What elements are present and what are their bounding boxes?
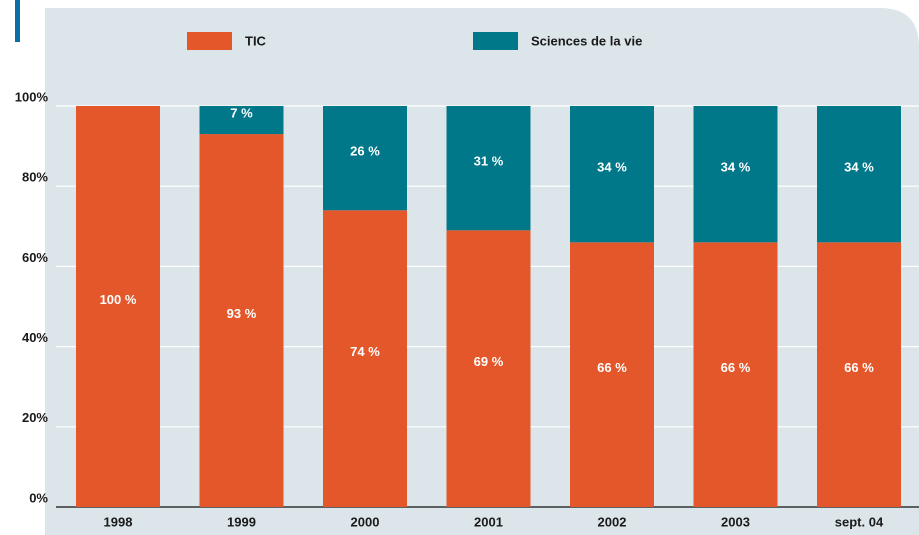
y-tick-label: 40% [22,330,48,345]
bar-segment [323,210,407,507]
accent-bar [15,0,20,42]
bar-segment [817,242,901,507]
bar-segment [323,106,407,211]
bar-segment [199,106,284,135]
legend-swatch [187,32,232,50]
data-label: 34 % [721,160,751,175]
bar-segment [76,106,160,507]
x-tick-label: 1999 [227,514,256,529]
x-tick-label: 2002 [598,514,627,529]
x-tick-label: 2001 [474,514,503,529]
legend-label: TIC [245,33,267,48]
data-label: 100 % [100,292,137,307]
y-tick-label: 100% [15,89,49,104]
bar-segment [570,242,654,507]
bar-segment [570,106,654,243]
data-label: 74 % [350,344,380,359]
data-label: 7 % [230,105,253,120]
bar-segment [817,106,901,243]
bar-segment [446,230,531,507]
x-tick-label: sept. 04 [835,514,884,529]
data-label: 66 % [597,360,627,375]
data-label: 93 % [227,306,257,321]
y-tick-label: 0% [29,490,48,505]
data-label: 66 % [844,360,874,375]
x-tick-label: 2003 [721,514,750,529]
data-label: 31 % [474,154,504,169]
x-tick-label: 2000 [351,514,380,529]
bar-segment [446,106,531,231]
y-tick-label: 20% [22,410,48,425]
bar-segment [199,134,284,507]
data-label: 66 % [721,360,751,375]
data-label: 34 % [597,160,627,175]
x-tick-label: 1998 [104,514,133,529]
data-label: 26 % [350,144,380,159]
bar-segment [693,242,778,507]
y-tick-label: 80% [22,170,48,185]
bar-segment [693,106,778,243]
legend-label: Sciences de la vie [531,33,642,48]
data-label: 69 % [474,354,504,369]
data-label: 34 % [844,160,874,175]
y-tick-label: 60% [22,250,48,265]
legend-swatch [473,32,518,50]
